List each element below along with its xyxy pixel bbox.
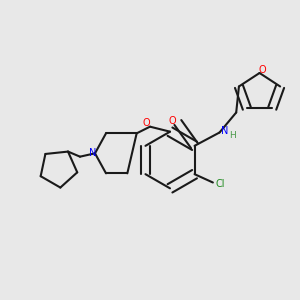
Text: H: H xyxy=(229,131,236,140)
Text: N: N xyxy=(88,148,96,158)
Text: O: O xyxy=(258,65,266,75)
Text: O: O xyxy=(143,118,151,128)
Text: O: O xyxy=(168,116,176,126)
Text: N: N xyxy=(221,126,229,136)
Text: Cl: Cl xyxy=(215,179,225,189)
